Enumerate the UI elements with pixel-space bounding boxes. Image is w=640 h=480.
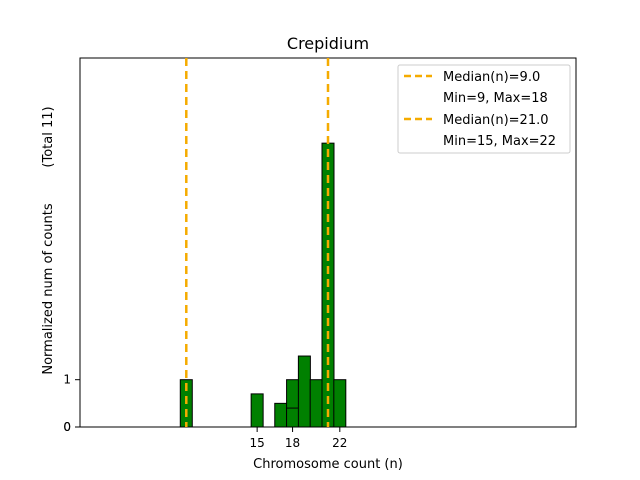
bars-group [179, 142, 347, 428]
legend: Median(n)=9.0 Min=9, Max=18 Median(n)=21… [397, 64, 571, 154]
legend-frame [397, 64, 571, 154]
legend-median-label-2: Median(n)=21.0 [443, 113, 549, 128]
x-tick-label: 15 [250, 436, 265, 450]
y-axis-label: Normalized num of counts [41, 203, 56, 374]
bar [274, 402, 288, 428]
x-axis-label: Chromosome count (n) [253, 457, 403, 472]
median-lines-group [185, 58, 330, 427]
y-tick-label: 0 [63, 420, 71, 434]
legend-median-label-1: Median(n)=9.0 [443, 70, 540, 85]
plot-area [79, 57, 577, 428]
chart-title: Crepidium [287, 34, 369, 53]
y-tick-label: 1 [63, 373, 71, 387]
x-tick-label: 22 [332, 436, 347, 450]
y-axis-ticks: 001 [63, 373, 80, 434]
bar [309, 379, 323, 428]
bar [297, 355, 311, 428]
legend-range-label-2: Min=15, Max=22 [443, 134, 556, 149]
bar [250, 393, 264, 428]
y-tick-label: 0 [63, 420, 71, 434]
x-axis-ticks: 15 18 22 [250, 427, 347, 450]
legend-range-label-1: Min=9, Max=18 [443, 91, 548, 106]
y-axis-label-total: (Total 11) [41, 106, 56, 167]
x-tick-label: 18 [285, 436, 300, 450]
bar [286, 407, 300, 428]
bar [333, 379, 347, 428]
